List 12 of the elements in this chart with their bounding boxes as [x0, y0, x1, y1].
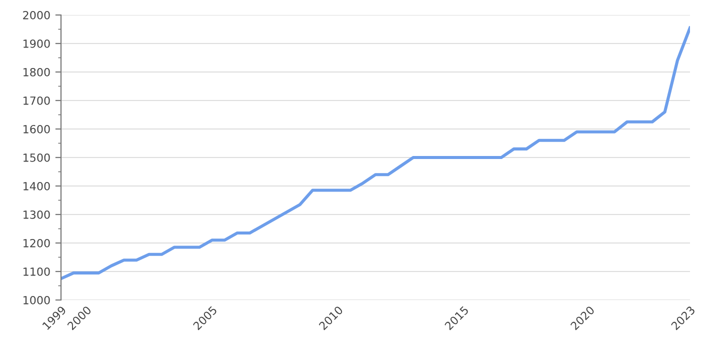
y-tick-label: 1900	[24, 39, 50, 48]
y-tick-label: 1800	[24, 68, 50, 76]
y-tick-label: 1100	[24, 267, 50, 276]
y-tick-label: 1700	[24, 96, 50, 105]
y-tick-label: 2000	[23, 10, 50, 20]
y-tick-label: 1500	[24, 153, 50, 162]
y-tick-label: 1300	[24, 210, 50, 219]
line-series	[61, 26, 690, 280]
y-tick-label: 1000	[24, 296, 50, 304]
y-tick-label: 1400	[24, 182, 50, 190]
y-tick-label: 1200	[24, 238, 50, 248]
y-tick-label: 1600	[24, 124, 50, 134]
